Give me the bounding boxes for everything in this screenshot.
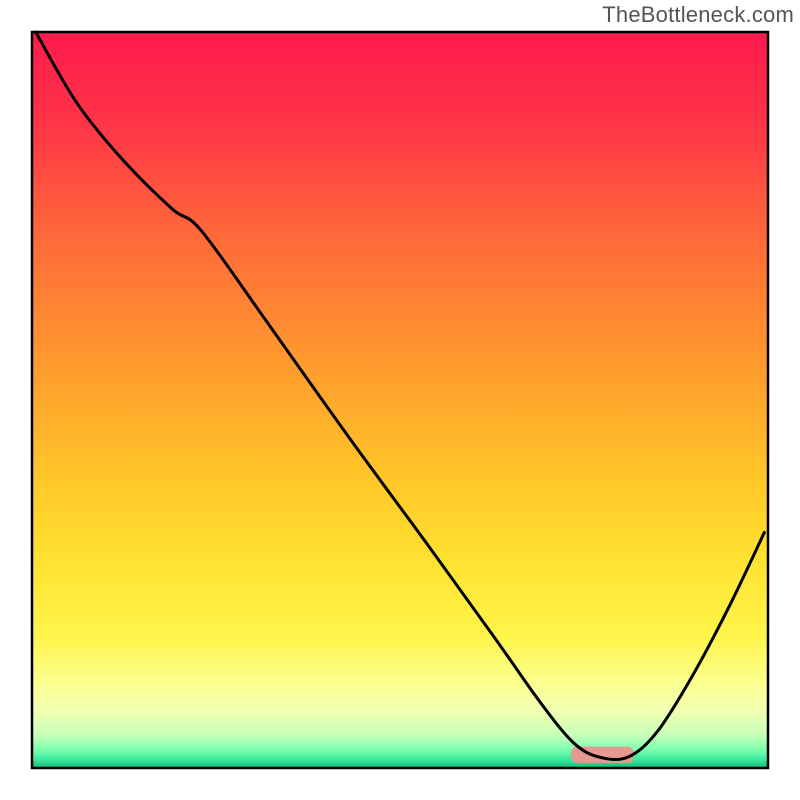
- plot-background: [32, 32, 768, 768]
- chart-container: TheBottleneck.com: [0, 0, 800, 800]
- watermark-text: TheBottleneck.com: [602, 2, 794, 28]
- bottleneck-chart: [0, 0, 800, 800]
